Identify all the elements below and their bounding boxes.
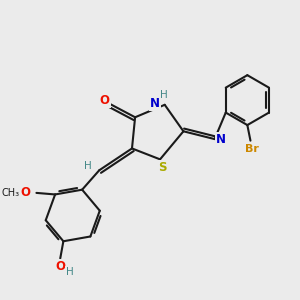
Text: H: H	[66, 267, 74, 277]
Text: N: N	[216, 133, 226, 146]
Text: CH₃: CH₃	[2, 188, 20, 198]
Text: H: H	[85, 160, 92, 171]
Text: O: O	[55, 260, 65, 273]
Text: Br: Br	[245, 144, 259, 154]
Text: O: O	[20, 186, 31, 200]
Text: O: O	[100, 94, 110, 106]
Text: H: H	[160, 90, 168, 100]
Text: N: N	[150, 97, 161, 110]
Text: S: S	[158, 160, 167, 174]
